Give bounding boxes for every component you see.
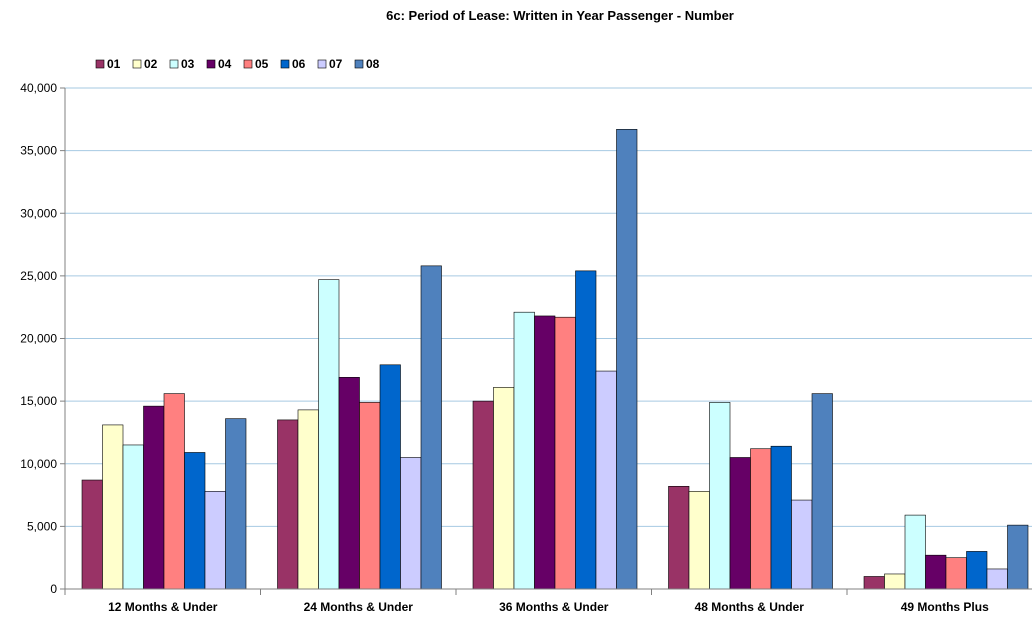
y-tick-label: 40,000 xyxy=(20,81,57,95)
bar-03-3 xyxy=(709,402,731,590)
y-tick-label: 10,000 xyxy=(20,457,57,471)
bar-07-2 xyxy=(595,370,617,590)
bar-05-3 xyxy=(750,448,772,590)
legend-swatch-05 xyxy=(243,59,253,69)
bar-06-3 xyxy=(770,445,792,590)
bar-02-2 xyxy=(493,387,515,590)
legend-label-07: 07 xyxy=(329,57,343,71)
legend-swatch-02 xyxy=(132,59,142,69)
bar-08-4 xyxy=(1007,524,1029,590)
bar-02-4 xyxy=(884,573,906,590)
legend-swatch-04 xyxy=(206,59,216,69)
x-category-label: 36 Months & Under xyxy=(499,600,609,614)
x-category-label: 24 Months & Under xyxy=(304,600,414,614)
bar-05-2 xyxy=(554,316,576,590)
bar-03-2 xyxy=(513,311,535,590)
bar-04-2 xyxy=(534,315,556,590)
bar-06-2 xyxy=(575,270,597,590)
bar-04-3 xyxy=(729,457,751,590)
bar-01-4 xyxy=(863,576,885,590)
bar-01-2 xyxy=(472,400,494,590)
bar-06-4 xyxy=(966,551,988,590)
bar-08-3 xyxy=(811,393,833,590)
y-tick-label: 5,000 xyxy=(27,519,57,533)
y-tick-label: 0 xyxy=(50,582,57,596)
bar-03-1 xyxy=(318,279,340,590)
bar-06-1 xyxy=(379,364,401,590)
bar-04-0 xyxy=(143,405,165,590)
bar-06-0 xyxy=(184,452,206,590)
legend-swatch-01 xyxy=(95,59,105,69)
bar-08-1 xyxy=(420,265,442,590)
x-category-label: 48 Months & Under xyxy=(695,600,805,614)
bars xyxy=(81,129,1029,590)
bar-01-0 xyxy=(81,479,103,590)
x-category-label: 49 Months Plus xyxy=(901,600,989,614)
bar-01-1 xyxy=(277,419,299,590)
legend-swatch-06 xyxy=(280,59,290,69)
bar-08-2 xyxy=(616,129,638,590)
x-category-label: 12 Months & Under xyxy=(108,600,218,614)
bar-05-1 xyxy=(359,402,381,590)
bar-05-4 xyxy=(945,557,967,590)
legend: 01 02 03 04 05 06 07 08 xyxy=(95,57,380,71)
legend-label-01: 01 xyxy=(107,57,121,71)
bar-03-0 xyxy=(122,444,144,590)
bar-02-3 xyxy=(688,491,710,590)
bar-03-4 xyxy=(904,514,926,590)
y-tick-label: 25,000 xyxy=(20,269,57,283)
bar-07-4 xyxy=(986,568,1008,590)
bar-04-4 xyxy=(925,554,947,590)
y-axis: 0 5,000 10,000 15,000 20,000 25,000 30,000 35,0… xyxy=(20,81,66,596)
legend-swatch-07 xyxy=(317,59,327,69)
x-axis: 12 Months & Under 24 Months & Under 36 Mon… xyxy=(64,588,1032,614)
bar-01-3 xyxy=(668,485,690,590)
legend-label-03: 03 xyxy=(181,57,195,71)
legend-label-06: 06 xyxy=(292,57,306,71)
bar-05-0 xyxy=(163,393,185,590)
bar-02-1 xyxy=(297,409,319,590)
legend-label-02: 02 xyxy=(144,57,158,71)
bar-08-0 xyxy=(225,418,247,590)
y-tick-label: 35,000 xyxy=(20,144,57,158)
y-tick-label: 30,000 xyxy=(20,206,57,220)
legend-label-05: 05 xyxy=(255,57,269,71)
y-tick-label: 15,000 xyxy=(20,394,57,408)
bar-07-1 xyxy=(400,457,422,590)
legend-swatch-08 xyxy=(354,59,364,69)
bar-04-1 xyxy=(338,377,360,590)
bar-07-3 xyxy=(791,499,813,590)
bar-07-0 xyxy=(204,491,226,590)
legend-swatch-03 xyxy=(169,59,179,69)
legend-label-04: 04 xyxy=(218,57,232,71)
y-tick-label: 20,000 xyxy=(20,332,57,346)
chart-title: 6c: Period of Lease: Written in Year Pas… xyxy=(386,8,734,23)
legend-label-08: 08 xyxy=(366,57,380,71)
bar-02-0 xyxy=(102,424,124,590)
